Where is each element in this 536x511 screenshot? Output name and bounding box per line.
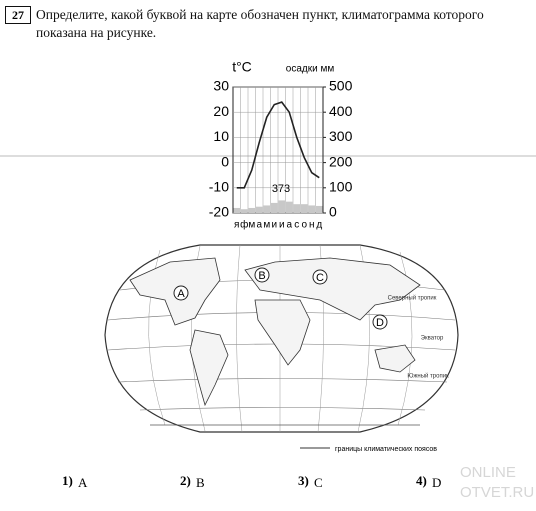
precipitation-bar (233, 207, 240, 213)
precipitation-bar (263, 205, 270, 213)
y2-tick-label: 400 (329, 103, 353, 119)
y-tick-label: 30 (213, 78, 229, 94)
y-tick-label: 0 (221, 153, 229, 169)
month-label: о (301, 220, 307, 231)
point-label: D (376, 317, 384, 329)
precipitation-bar (271, 202, 278, 213)
option-letter: B (196, 475, 205, 490)
y-tick-label: 10 (213, 128, 229, 144)
precipitation-bar (241, 209, 248, 213)
precipitation-bar (293, 204, 300, 213)
month-label: с (294, 220, 299, 231)
temperature-line (236, 101, 320, 189)
point-circle (173, 285, 189, 301)
month-label: я (234, 220, 239, 231)
y-tick-label: -20 (209, 204, 229, 220)
month-label: ф (240, 219, 248, 231)
month-label: и (279, 220, 285, 231)
map-label: Северный тропик (388, 295, 437, 302)
point-label: C (316, 272, 324, 284)
map-label: Южный тропик (407, 373, 449, 380)
precipitation-bar (301, 204, 308, 213)
option-letter: D (432, 475, 441, 490)
map-label: Экватор (421, 336, 444, 342)
month-label: д (316, 220, 322, 231)
point-circle (254, 267, 270, 283)
y2-tick-label: 300 (329, 128, 353, 144)
y2-tick-label: 0 (329, 204, 337, 220)
precipitation-bar (278, 200, 285, 213)
option-letter: A (78, 475, 88, 490)
option-number: 3) (298, 473, 309, 488)
month-label: и (271, 220, 277, 231)
option-number: 4) (416, 473, 427, 488)
point-label: B (258, 270, 265, 282)
option-letter: C (314, 475, 323, 490)
watermark: OTVET.RU (460, 484, 534, 501)
y-tick-label: -10 (209, 179, 229, 195)
y-tick-label: 20 (213, 103, 229, 119)
month-label: а (256, 220, 262, 231)
temperature-label: t°C (232, 59, 252, 75)
precipitation-bar (286, 201, 293, 213)
option-number: 1) (62, 473, 73, 488)
question-text: Определите, какой буквой на карте обозна… (36, 7, 484, 40)
y2-tick-label: 500 (329, 78, 353, 94)
watermark: ONLINE (460, 464, 516, 481)
precipitation-bar (256, 206, 263, 213)
world-map (104, 244, 459, 433)
annual-precipitation: 373 (272, 183, 290, 195)
point-circle (372, 314, 388, 330)
precipitation-bar (248, 207, 255, 213)
point-label: A (177, 288, 185, 300)
precipitation-label: осадки мм (286, 64, 335, 75)
precipitation-bar (308, 205, 315, 213)
point-circle (312, 269, 328, 285)
month-label: а (286, 220, 292, 231)
legend-text: границы климатических поясов (335, 446, 437, 453)
y2-tick-label: 100 (329, 179, 353, 195)
month-label: м (248, 220, 255, 231)
y2-tick-label: 200 (329, 153, 353, 169)
question-number: 27 (5, 6, 31, 24)
month-label: н (309, 220, 315, 231)
option-number: 2) (180, 473, 191, 488)
precipitation-bar (316, 205, 323, 213)
month-label: м (263, 220, 270, 231)
